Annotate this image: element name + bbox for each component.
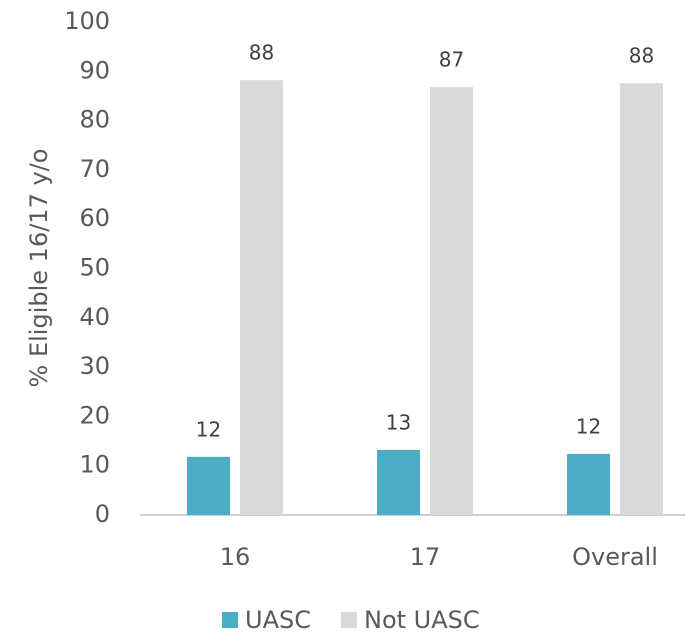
y-tick-label: 90	[79, 56, 110, 84]
y-tick-label: 10	[79, 451, 110, 479]
legend-label: Not UASC	[364, 606, 480, 634]
y-tick-label: 20	[79, 401, 110, 429]
legend-swatch	[222, 612, 238, 628]
data-label: 88	[629, 44, 654, 68]
data-label: 87	[439, 48, 464, 72]
legend-swatch	[340, 612, 357, 628]
legend-label: UASC	[245, 606, 311, 634]
bar	[377, 449, 420, 515]
y-axis-label: % Eligible 16/17 y/o	[25, 149, 53, 388]
bar	[187, 456, 230, 515]
bar	[240, 80, 283, 515]
y-tick-label: 100	[64, 7, 110, 35]
y-tick-label: 60	[79, 204, 110, 232]
bar	[430, 87, 473, 516]
x-tick-label: Overall	[572, 543, 658, 571]
y-tick-label: 30	[79, 352, 110, 380]
data-label: 13	[386, 410, 411, 434]
x-tick-label: 17	[410, 543, 441, 571]
data-label: 12	[576, 414, 601, 438]
y-tick-label: 70	[79, 155, 110, 183]
data-label: 88	[249, 41, 274, 65]
bar	[567, 453, 610, 515]
data-label: 12	[196, 417, 221, 441]
y-tick-label: 0	[95, 500, 110, 528]
y-tick-label: 40	[79, 303, 110, 331]
y-tick-label: 80	[79, 106, 110, 134]
bar	[620, 83, 663, 515]
x-tick-label: 16	[220, 543, 251, 571]
y-tick-label: 50	[79, 254, 110, 282]
